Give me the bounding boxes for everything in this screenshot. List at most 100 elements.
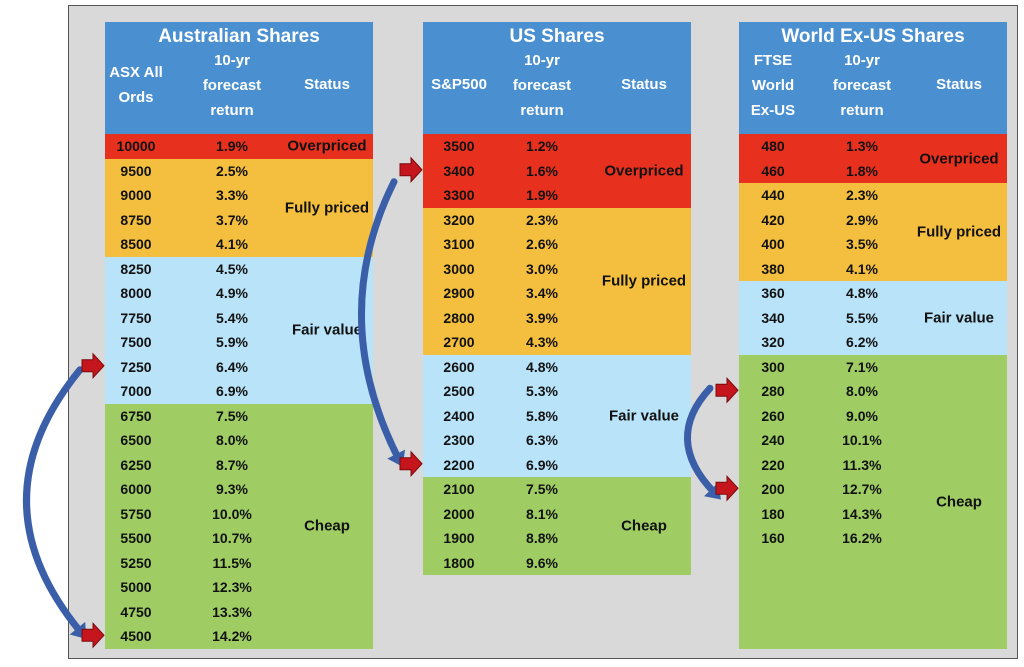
forecast-return-cell: 2.3% <box>526 211 558 228</box>
index-level-cell: 9000 <box>120 187 152 203</box>
index-level-cell: 460 <box>761 162 785 179</box>
column-header: 10-yr forecast return <box>832 52 892 119</box>
forecast-return-cell: 2.9% <box>846 211 878 228</box>
table-row: 2900 3.4% <box>423 281 691 306</box>
forecast-return-cell: 3.3% <box>216 187 248 203</box>
table-row: 3200 2.3% <box>423 208 691 233</box>
index-level-cell: 160 <box>761 530 785 546</box>
table-row: 6500 8.0% <box>105 428 373 453</box>
forecast-return-cell: 6.4% <box>216 358 248 375</box>
panel-header: US Shares S&P500 10-yr forecast return Status <box>423 22 691 134</box>
table-row: 2000 8.1% <box>423 502 691 527</box>
index-level-cell: 4750 <box>120 603 152 620</box>
forecast-return-cell: 2.6% <box>526 236 558 252</box>
table-row: 220 11.3% <box>739 453 1007 478</box>
index-level-cell: 5750 <box>120 505 152 522</box>
table-row: 1800 9.6% <box>423 551 691 576</box>
index-level-cell: 180 <box>761 505 785 522</box>
index-level-cell: 340 <box>761 309 785 326</box>
panel-aus: Australian Shares ASX All Ords 10-yr forecas… <box>105 22 373 649</box>
forecast-return-cell: 8.0% <box>846 383 878 399</box>
status-band-fair-value <box>739 281 1007 355</box>
status-band-cheap <box>105 403 373 649</box>
status-label: Fully priced <box>284 199 370 216</box>
table-row: 320 6.2% <box>739 330 1007 355</box>
panel-header: Australian Shares ASX All Ords 10-yr forecas… <box>105 22 373 134</box>
table-row: 7000 6.9% <box>105 379 373 404</box>
table-row: 2300 6.3% <box>423 428 691 453</box>
table-row: 200 12.7% <box>739 477 1007 502</box>
column-header: Status <box>936 76 982 93</box>
curved-arrow-us <box>358 178 402 462</box>
table-row: 5500 10.7% <box>105 526 373 551</box>
table-row: 480 1.3% <box>739 134 1007 159</box>
status-band-overpriced <box>423 134 691 208</box>
forecast-return-cell: 4.8% <box>846 285 878 301</box>
index-level-cell: 1800 <box>443 554 475 571</box>
table-row: 5750 10.0% <box>105 502 373 527</box>
forecast-return-cell: 3.0% <box>526 260 558 277</box>
table-row: 300 7.1% <box>739 355 1007 380</box>
index-level-cell: 300 <box>761 358 785 375</box>
index-level-cell: 8500 <box>120 236 152 252</box>
index-level-cell: 2700 <box>443 334 475 350</box>
index-level-cell: 1900 <box>443 530 475 546</box>
table-row: 360 4.8% <box>739 281 1007 306</box>
index-level-cell: 5000 <box>120 579 152 595</box>
index-level-cell: 480 <box>761 138 785 154</box>
index-level-cell: 2300 <box>443 432 475 448</box>
forecast-return-cell: 3.5% <box>846 236 878 252</box>
table-row: 8750 3.7% <box>105 208 373 233</box>
index-level-cell: 10000 <box>116 138 156 154</box>
index-level-cell: 2000 <box>443 505 475 522</box>
index-level-cell: 7750 <box>120 309 152 326</box>
forecast-return-cell: 7.5% <box>526 481 558 497</box>
status-label: Fully priced <box>601 272 687 290</box>
status-band-cheap <box>739 354 1007 649</box>
index-level-cell: 6250 <box>120 456 152 473</box>
table-row: 2500 5.3% <box>423 379 691 404</box>
forecast-return-cell: 3.9% <box>526 309 558 326</box>
forecast-return-cell: 14.2% <box>212 628 252 644</box>
column-header: Status <box>621 76 667 93</box>
status-band-overpriced <box>105 134 373 159</box>
column-header: S&P500 <box>431 76 487 93</box>
curved-arrow-world <box>684 384 718 496</box>
index-level-cell: 2100 <box>443 481 475 497</box>
panel-world: World Ex-US Shares FTSE World Ex-US 10-yr for… <box>739 22 1007 649</box>
table-row: 280 8.0% <box>739 379 1007 404</box>
index-level-cell: 3400 <box>443 162 475 179</box>
forecast-return-cell: 8.0% <box>216 432 248 448</box>
index-level-cell: 3500 <box>443 138 475 154</box>
forecast-return-cell: 11.5% <box>212 554 252 571</box>
forecast-return-cell: 4.1% <box>216 236 248 252</box>
table-row: 340 5.5% <box>739 306 1007 331</box>
table-row: 8500 4.1% <box>105 232 373 257</box>
forecast-return-cell: 1.2% <box>526 138 558 154</box>
forecast-return-cell: 5.9% <box>216 334 248 350</box>
index-level-cell: 2800 <box>443 309 475 326</box>
forecast-return-cell: 3.4% <box>526 285 558 301</box>
table-row: 9500 2.5% <box>105 159 373 184</box>
forecast-return-cell: 12.3% <box>212 579 252 595</box>
table-row: 260 9.0% <box>739 404 1007 429</box>
forecast-return-cell: 4.8% <box>526 358 558 375</box>
column-header: FTSE World Ex-US <box>750 52 796 119</box>
panel-title: US Shares <box>509 26 605 47</box>
status-band-fair-value <box>423 354 691 477</box>
forecast-return-cell: 5.8% <box>526 407 558 424</box>
forecast-return-cell: 13.3% <box>212 603 252 620</box>
table-row: 1900 8.8% <box>423 526 691 551</box>
table-row: 10000 1.9% <box>105 134 373 159</box>
table-row: 460 1.8% <box>739 159 1007 184</box>
status-label: Fair value <box>291 321 363 339</box>
forecast-return-cell: 5.4% <box>216 309 248 326</box>
index-level-cell: 260 <box>761 407 785 424</box>
forecast-return-cell: 11.3% <box>842 456 882 473</box>
index-level-cell: 220 <box>761 456 785 473</box>
red-arrow-icon <box>399 450 423 478</box>
index-level-cell: 7500 <box>120 334 152 350</box>
index-level-cell: 3200 <box>443 211 475 228</box>
forecast-return-cell: 7.1% <box>846 358 878 375</box>
index-level-cell: 200 <box>761 481 785 497</box>
